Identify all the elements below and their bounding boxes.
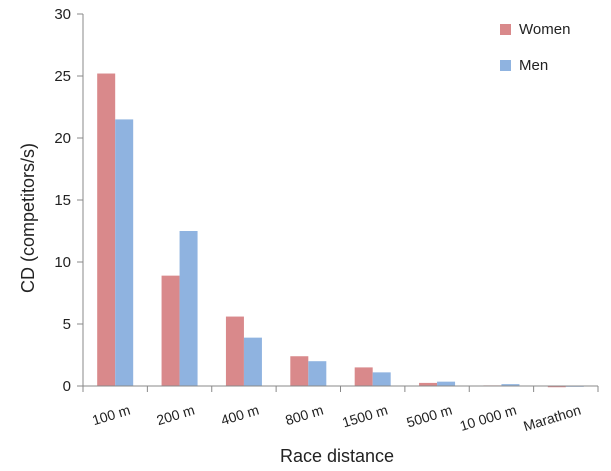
bar-men bbox=[372, 372, 391, 386]
x-axis-ticks: 100 m 200 m 400 m 800 m 1500 m 5000 m 10 000 m… bbox=[82, 386, 599, 435]
y-tick-label: 15 bbox=[54, 192, 71, 209]
x-axis-title: Race distance bbox=[280, 446, 394, 466]
x-tick-label: 800 m bbox=[283, 402, 325, 429]
bar-men bbox=[115, 119, 134, 387]
x-tick-label: 1500 m bbox=[340, 402, 389, 431]
bar-women bbox=[225, 316, 244, 386]
x-tick-label: 100 m bbox=[90, 402, 132, 429]
x-tick-label: 10 000 m bbox=[458, 402, 519, 434]
y-tick-label: 20 bbox=[54, 130, 71, 147]
y-tick-label: 0 bbox=[63, 378, 71, 395]
y-tick-label: 10 bbox=[54, 254, 71, 271]
x-tick-label: 400 m bbox=[219, 402, 261, 429]
x-tick-label: 5000 m bbox=[405, 402, 454, 431]
bar-women bbox=[419, 382, 438, 386]
bar-women bbox=[354, 367, 373, 386]
bar-women bbox=[97, 73, 116, 387]
bar-women bbox=[290, 356, 309, 386]
bar-men bbox=[501, 384, 520, 386]
y-tick-label: 5 bbox=[63, 316, 71, 333]
y-tick-label: 25 bbox=[54, 68, 71, 85]
x-tick-label: Marathon bbox=[521, 402, 582, 435]
bar-women bbox=[161, 275, 180, 386]
legend-swatch-women bbox=[500, 24, 511, 35]
legend-label-men: Men bbox=[519, 57, 548, 74]
bar-men bbox=[308, 361, 327, 386]
bar-men bbox=[243, 337, 262, 386]
bar-men bbox=[437, 381, 456, 386]
bar-men bbox=[179, 231, 198, 386]
legend-swatch-men bbox=[500, 60, 511, 71]
y-tick-label: 30 bbox=[54, 6, 71, 23]
y-axis-title: CD (competitors/s) bbox=[18, 143, 38, 293]
bars bbox=[97, 73, 584, 388]
legend: Women Men bbox=[500, 21, 570, 74]
legend-label-women: Women bbox=[519, 21, 570, 38]
y-axis-ticks: 0 5 10 15 20 25 30 bbox=[54, 6, 83, 395]
bar-women bbox=[547, 386, 566, 388]
x-tick-label: 200 m bbox=[155, 402, 197, 429]
